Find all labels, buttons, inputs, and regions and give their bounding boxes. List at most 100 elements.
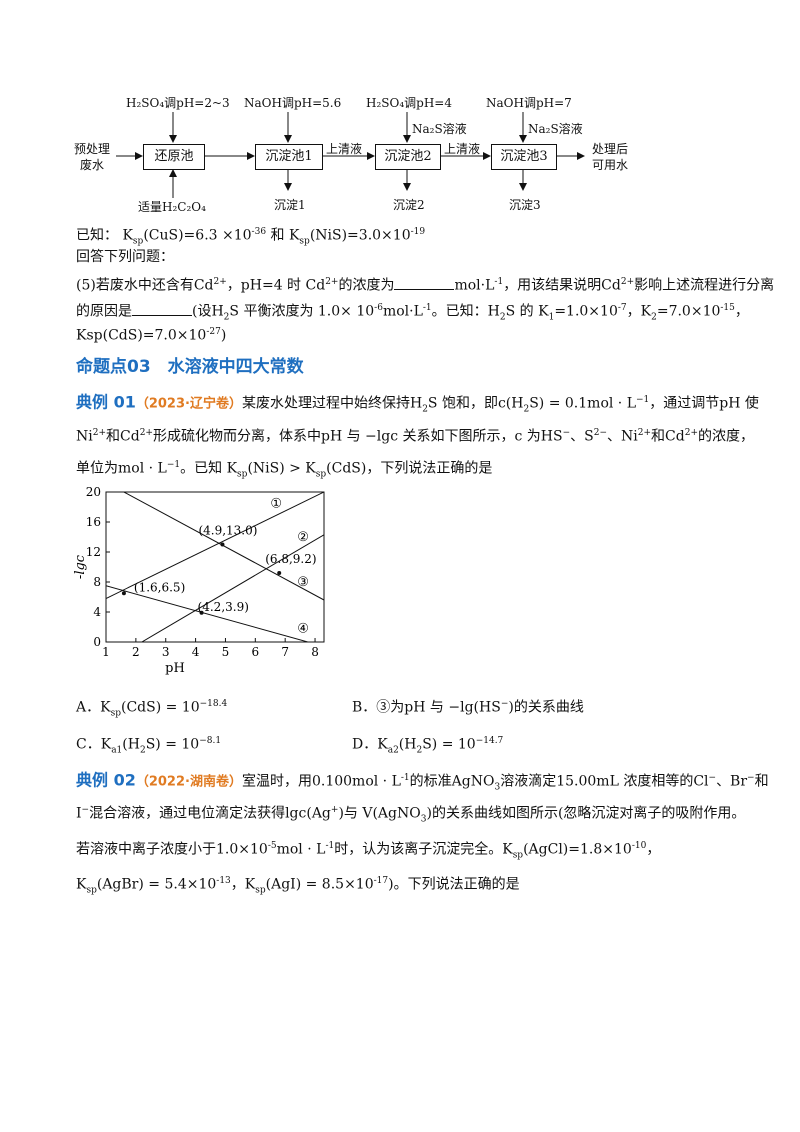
q5-text-g: 影响上述流程进行分离 (634, 277, 775, 294)
ksp-cus-exp: -36 (251, 227, 267, 237)
top-label-3: H₂SO₄调pH=4 (366, 96, 452, 110)
q5-l3-b: -27 (206, 327, 221, 337)
ex1-l3-a: 单位为mol · L (76, 460, 167, 477)
ksp-sub-2: sp (299, 236, 310, 247)
ex2-l3-c: mol · L (276, 841, 326, 858)
ex1-line-3: 单位为mol · L−1。已知 Ksp(NiS) > Ksp(CdS)，下列说法… (76, 460, 493, 480)
option-c[interactable]: C．Ka1(H2S) = 10−8.1 (76, 736, 222, 756)
answer-prompt: 回答下列问题： (76, 249, 174, 265)
ex2-l3-e: (AgCl)=1.8×10 (523, 841, 632, 858)
q5-blank-1[interactable] (394, 275, 455, 290)
series-label-1: ① (270, 496, 282, 511)
intersection-label: (1.6,6.5) (134, 580, 185, 594)
ex2-label: 典例 02 (76, 770, 136, 790)
intersection-point (220, 542, 225, 547)
precipitate-label-3: 沉淀3 (509, 198, 541, 212)
chart-frame (105, 491, 325, 643)
q5-l2-h: =1.0×10 (554, 303, 618, 320)
series-label-2: ② (297, 530, 309, 545)
q5-text-c: 的浓度为 (338, 277, 395, 294)
ex1-l2-g: 的浓度， (698, 428, 755, 445)
q5-line-3: Ksp(CdS)=7.0×10-27) (76, 322, 226, 346)
q5-blank-2[interactable] (132, 301, 192, 316)
ex1-l2-a: Ni (76, 428, 93, 445)
ex1-l3-b: 。已知 K (180, 460, 238, 477)
intersection-point (121, 591, 126, 596)
series-label-4: ④ (297, 622, 309, 637)
ex2-l2-d: )的关系曲线如图所示(忽略沉淀对离子的吸附作用。 (426, 805, 746, 822)
q5-l3-c: ) (220, 327, 227, 344)
ex1-l2-e: 、Ni (607, 428, 638, 445)
q5-l2-j: ，K (626, 303, 652, 320)
known-constants-line: 已知： Ksp(CuS)=6.3 ×10-36 和 Ksp(NiS)=3.0×1… (76, 222, 425, 251)
x-tick-label: 5 (222, 645, 230, 659)
flow-output-label-2: 可用水 (592, 158, 629, 172)
q5-sup-3: -1 (494, 277, 504, 287)
ex2-l1-b: 的标准 (409, 773, 452, 790)
x-tick-label: 4 (192, 645, 200, 659)
flow-input-label-2: 废水 (80, 158, 105, 172)
option-c-label: C． (76, 736, 101, 753)
q5-line-2: 的原因是 (设H2S 平衡浓度为 1.0× 10-6mol·L-1。已知：H2S … (76, 298, 749, 327)
q5-text-d: mol·L (454, 277, 495, 294)
q5-line-1: (5)若废水中还含有Cd2+，pH=4 时 Cd2+的浓度为 mol·L-1，用该… (76, 272, 774, 296)
option-d-text-b: (H (398, 736, 417, 753)
option-b[interactable]: B．③为pH 与 −lg(HS−)的关系曲线 (352, 699, 584, 716)
series-label-3: ③ (297, 575, 309, 590)
top-label-2: NaOH调pH=5.6 (244, 96, 342, 110)
q5-l3-a: Ksp(CdS)=7.0×10 (76, 327, 207, 344)
option-d-exp: −14.7 (475, 736, 504, 746)
ex2-l3-b: -5 (267, 841, 277, 851)
q5-text-a: (5)若废水中还含有Cd (76, 277, 214, 294)
ex1-l2-b: 和Cd (106, 428, 140, 445)
box-settling-tank-3: 沉淀池3 (491, 144, 557, 170)
option-d-k: K (377, 736, 388, 753)
ex2-l4-c: -13 (216, 876, 231, 886)
process-flowchart: 预处理 废水 处理后 可用水 还原池 沉淀池1 沉淀池2 沉淀池3 H₂SO₄调… (0, 90, 800, 220)
ksp-nis-exp: -19 (410, 227, 426, 237)
series-line-4 (106, 585, 310, 642)
flowchart-arrows (116, 112, 585, 198)
q5-l2-b: (设H (192, 303, 224, 320)
box-settling-tank-2: 沉淀池2 (375, 144, 441, 170)
ex1-l1-e: ，通过调节pH 使 (649, 395, 759, 412)
ex2-line-1: 典例 02（2022·湖南卷）室温时，用0.100mol · L-1的标准AgN… (76, 770, 769, 793)
box-settling-tank-1: 沉淀池1 (255, 144, 323, 170)
option-a-exp: −18.4 (199, 699, 228, 709)
q5-sup-2: 2+ (325, 277, 339, 287)
q5-l2-g: S 的 K (505, 303, 549, 320)
ex2-l1-e: 、Br (716, 773, 748, 790)
ksp-nis-value: (NiS)=3.0×10 (309, 227, 411, 244)
top-sublabel-1: Na₂S溶液 (412, 122, 467, 136)
ex2-l1-d: 溶液滴定15.00mL 浓度相等的Cl (500, 773, 709, 790)
ex2-l2-b: 混合溶液，通过电位滴定法获得lgc(Ag (89, 805, 331, 822)
ex2-l2-a: I (76, 805, 82, 822)
known-prefix: 已知： (76, 227, 118, 244)
ex1-l1-b: S 饱和，即 (427, 395, 498, 412)
y-tick-label: 0 (93, 635, 101, 649)
q5-l2-e-sup: -1 (422, 303, 432, 313)
intersection-label: (6.8,9.2) (265, 552, 316, 566)
x-tick-label: 3 (162, 645, 170, 659)
ex1-label: 典例 01 (76, 392, 136, 412)
intersection-label: (4.2,3.9) (198, 600, 249, 614)
ex1-l3-c: (NiS) > K (247, 460, 316, 477)
option-b-label: B． (352, 699, 377, 716)
y-tick-label: 12 (86, 545, 101, 559)
ex2-l4-e: (AgI) = 8.5×10 (265, 876, 374, 893)
option-a-text: (CdS) = 10 (120, 699, 200, 716)
q5-text-b: ，pH=4 时 Cd (226, 277, 326, 294)
ex1-source: （2023·辽宁卷） (135, 396, 242, 412)
option-c-k: K (100, 736, 112, 753)
option-a[interactable]: A．Ksp(CdS) = 10−18.4 (76, 699, 228, 719)
between-label-1: 上清液 (326, 142, 363, 156)
series-line-2 (141, 534, 324, 642)
between-label-2: 上清液 (444, 142, 481, 156)
y-tick-label: 8 (93, 575, 101, 589)
option-c-text-c: S) = 10 (145, 736, 200, 753)
q5-l2-a: 的原因是 (76, 303, 132, 320)
box-reduction-tank: 还原池 (143, 144, 205, 170)
option-d[interactable]: D．Ka2(H2S) = 10−14.7 (352, 736, 504, 756)
option-a-label: A． (76, 699, 101, 716)
y-tick-label: 16 (86, 515, 101, 529)
